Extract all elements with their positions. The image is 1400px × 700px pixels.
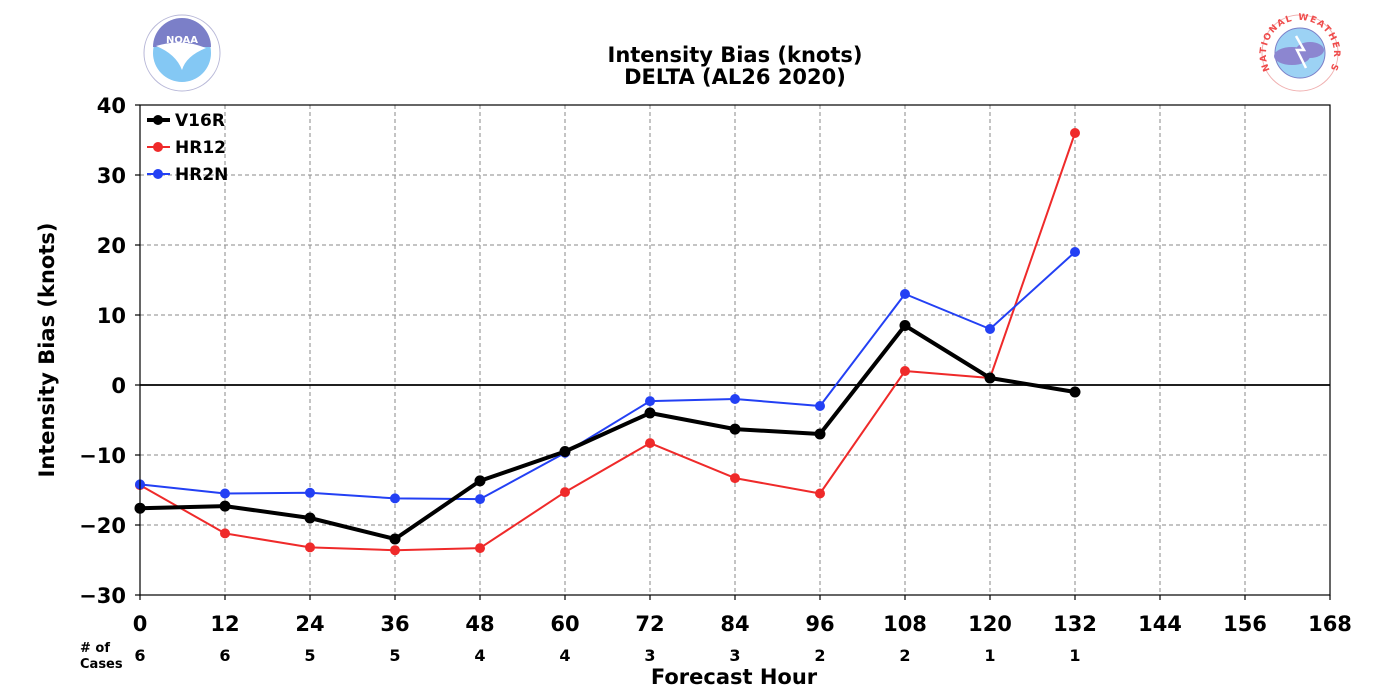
legend-label: HR12 bbox=[175, 138, 226, 158]
data-point bbox=[475, 494, 485, 505]
x-axis-label: Forecast Hour bbox=[651, 665, 818, 689]
case-count: 6 bbox=[134, 646, 145, 665]
data-point bbox=[899, 320, 911, 331]
data-point bbox=[1069, 386, 1081, 398]
y-tick-label: 20 bbox=[97, 234, 126, 258]
noaa-logo: NOAA bbox=[143, 14, 221, 92]
data-point bbox=[220, 528, 230, 539]
legend-item-hr12: HR12 bbox=[147, 138, 226, 158]
x-tick-label: 96 bbox=[805, 612, 834, 636]
data-point bbox=[730, 473, 740, 484]
data-point bbox=[900, 289, 910, 299]
noaa-logo-text: NOAA bbox=[166, 35, 198, 46]
data-point bbox=[984, 372, 996, 384]
series-line-hr2n bbox=[139, 251, 1076, 501]
legend-label: HR2N bbox=[175, 165, 228, 185]
case-count: 4 bbox=[559, 646, 570, 665]
legend: V16R HR12 HR2N bbox=[147, 111, 228, 185]
y-tick-label: −20 bbox=[79, 514, 126, 538]
cases-row: # of Cases 6 6 5 5 4 4 3 3 2 2 1 1 bbox=[80, 641, 1081, 672]
cases-header: # of Cases bbox=[80, 641, 123, 672]
data-point bbox=[645, 438, 655, 449]
chart-title: Intensity Bias (knots) bbox=[608, 43, 863, 67]
case-count: 1 bbox=[1069, 646, 1080, 665]
case-count: 3 bbox=[644, 646, 655, 665]
x-tick-label: 36 bbox=[380, 612, 409, 636]
y-tick-label: 30 bbox=[97, 164, 126, 188]
data-point bbox=[1070, 128, 1080, 138]
x-tick-labels: 0 12 24 36 48 60 72 84 96 108 120 132 144 156 168 bbox=[133, 595, 1352, 636]
x-tick-label: 120 bbox=[968, 612, 1012, 636]
data-point bbox=[474, 475, 486, 487]
chart-subtitle: DELTA (AL26 2020) bbox=[624, 65, 846, 89]
data-point bbox=[390, 545, 400, 556]
y-tick-label: −30 bbox=[79, 584, 126, 608]
case-count: 5 bbox=[304, 646, 315, 665]
data-point bbox=[900, 366, 910, 376]
case-count: 2 bbox=[814, 646, 825, 665]
x-tick-label: 72 bbox=[635, 612, 664, 636]
data-point bbox=[814, 428, 826, 440]
case-count: 6 bbox=[219, 646, 230, 665]
data-point bbox=[389, 533, 401, 545]
series-lines bbox=[134, 128, 1081, 556]
case-count: 1 bbox=[984, 646, 995, 665]
legend-swatch-marker bbox=[153, 169, 163, 179]
data-point bbox=[730, 394, 740, 404]
data-point bbox=[815, 488, 825, 499]
data-point bbox=[475, 543, 485, 554]
x-tick-label: 12 bbox=[210, 612, 239, 636]
x-tick-label: 156 bbox=[1223, 612, 1267, 636]
data-point bbox=[220, 488, 230, 499]
y-axis-label: Intensity Bias (knots) bbox=[35, 223, 59, 478]
x-tick-label: 48 bbox=[465, 612, 494, 636]
series-hr2n bbox=[135, 247, 1080, 505]
legend-item-hr2n: HR2N bbox=[147, 165, 228, 185]
data-point bbox=[729, 423, 741, 435]
data-point bbox=[559, 446, 571, 457]
y-tick-labels: 40 30 20 10 0 −10 −20 −30 bbox=[79, 94, 140, 608]
data-point bbox=[219, 500, 231, 512]
x-tick-label: 108 bbox=[883, 612, 927, 636]
case-count: 5 bbox=[389, 646, 400, 665]
data-point bbox=[560, 487, 570, 498]
series-line-hr12 bbox=[139, 132, 1076, 552]
x-tick-label: 132 bbox=[1053, 612, 1097, 636]
data-point bbox=[815, 401, 825, 411]
y-tick-label: 10 bbox=[97, 304, 126, 328]
data-point bbox=[985, 324, 995, 334]
data-point bbox=[1070, 247, 1080, 257]
x-tick-label: 24 bbox=[295, 612, 324, 636]
y-tick-label: −10 bbox=[79, 444, 126, 468]
data-point bbox=[645, 396, 655, 407]
y-tick-label: 0 bbox=[111, 374, 126, 398]
series-line-v16r bbox=[139, 323, 1076, 541]
data-point bbox=[305, 487, 315, 498]
data-point bbox=[644, 407, 656, 419]
x-tick-label: 60 bbox=[550, 612, 579, 636]
series-hr12 bbox=[135, 128, 1080, 556]
x-tick-label: 144 bbox=[1138, 612, 1182, 636]
x-tick-label: 84 bbox=[720, 612, 749, 636]
x-tick-label: 0 bbox=[133, 612, 148, 636]
legend-item-v16r: V16R bbox=[147, 111, 225, 131]
x-tick-label: 168 bbox=[1308, 612, 1352, 636]
legend-swatch-marker bbox=[153, 142, 163, 152]
data-point bbox=[305, 542, 315, 553]
series-v16r bbox=[134, 320, 1081, 545]
case-count: 2 bbox=[899, 646, 910, 665]
data-point bbox=[304, 512, 316, 524]
legend-label: V16R bbox=[175, 111, 225, 131]
case-count: 3 bbox=[729, 646, 740, 665]
data-point bbox=[390, 493, 400, 504]
legend-swatch-marker bbox=[153, 115, 163, 125]
case-count: 4 bbox=[474, 646, 485, 665]
y-tick-label: 40 bbox=[97, 94, 126, 118]
